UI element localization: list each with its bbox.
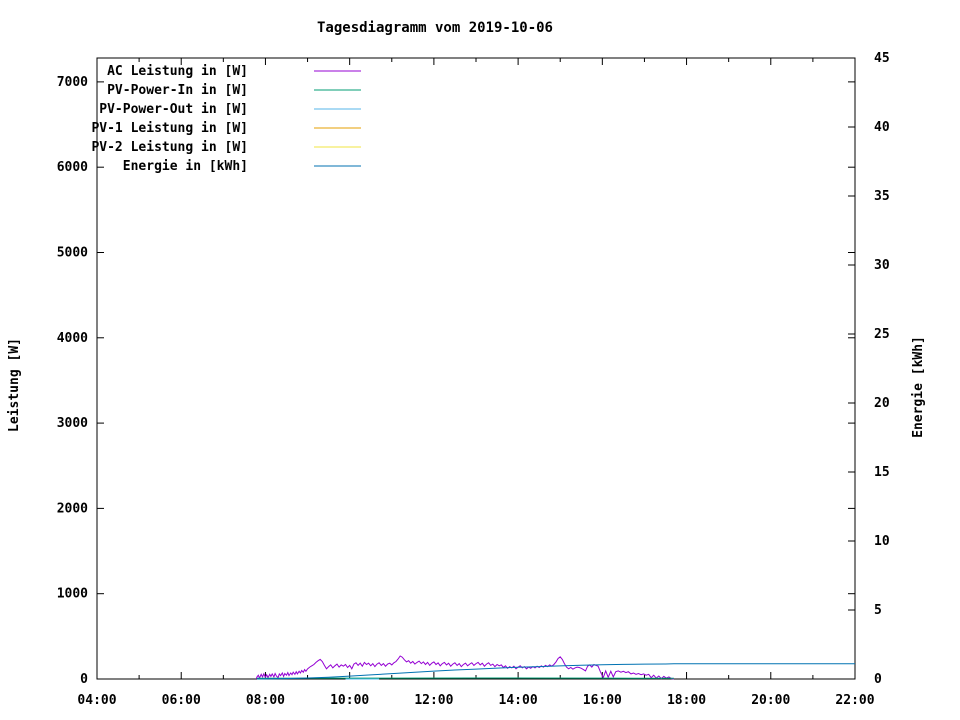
y2-tick-label: 20 [874, 396, 890, 411]
y2-tick-label: 25 [874, 327, 890, 342]
x-tick-label: 20:00 [751, 693, 790, 708]
y-tick-label: 5000 [57, 245, 88, 260]
y-tick-label: 6000 [57, 160, 88, 175]
x-tick-label: 08:00 [246, 693, 285, 708]
y-tick-label: 4000 [57, 331, 88, 346]
y2-tick-label: 15 [874, 465, 890, 480]
x-tick-label: 10:00 [330, 693, 369, 708]
y2-tick-label: 35 [874, 189, 890, 204]
legend-label-pv-1-leistung: PV-1 Leistung in [W] [91, 121, 248, 136]
legend-label-pv-2-leistung: PV-2 Leistung in [W] [91, 140, 248, 155]
y2-axis-label: Energie [kWh] [911, 336, 926, 438]
y-tick-label: 1000 [57, 587, 88, 602]
x-tick-label: 06:00 [162, 693, 201, 708]
y2-tick-label: 40 [874, 120, 890, 135]
x-tick-label: 14:00 [499, 693, 538, 708]
y2-tick-label: 0 [874, 672, 882, 687]
y2-tick-label: 5 [874, 603, 882, 618]
y-tick-label: 3000 [57, 416, 88, 431]
y2-tick-label: 10 [874, 534, 890, 549]
series-ac-leistung [255, 655, 674, 680]
x-tick-label: 12:00 [414, 693, 453, 708]
legend-label-pv-power-in: PV-Power-In in [W] [107, 83, 248, 98]
y2-tick-label: 30 [874, 258, 890, 273]
y2-tick-label: 45 [874, 51, 890, 66]
legend-label-pv-power-out: PV-Power-Out in [W] [99, 102, 248, 117]
legend-label-energie: Energie in [kWh] [123, 159, 248, 174]
chart-title: Tagesdiagramm vom 2019-10-06 [317, 20, 553, 36]
x-tick-label: 18:00 [667, 693, 706, 708]
series-energie [256, 663, 855, 680]
y-tick-label: 0 [80, 672, 88, 687]
x-tick-label: 22:00 [835, 693, 874, 708]
y-axis-label: Leistung [W] [7, 338, 22, 432]
chart-generated-content: 04:00 06:00 08:00 10:00 12:00 14:00 16:00 18:00… [57, 51, 890, 708]
x-tick-label: 04:00 [77, 693, 116, 708]
y-tick-label: 7000 [57, 75, 88, 90]
x-tick-label: 16:00 [583, 693, 622, 708]
y-tick-label: 2000 [57, 501, 88, 516]
legend-label-ac-leistung: AC Leistung in [W] [107, 64, 248, 79]
